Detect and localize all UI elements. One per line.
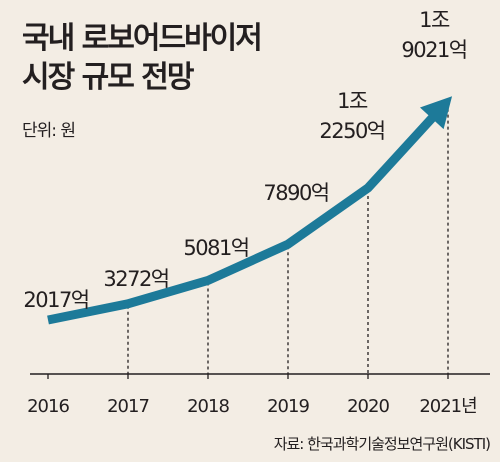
data-label: 7890억 [263, 181, 328, 205]
x-tick-label: 2020 [347, 396, 389, 417]
source-label: 자료: 한국과학기술정보연구원(KISTI) [273, 435, 491, 453]
x-tick-label: 2019 [267, 396, 309, 417]
data-label: 2250억 [319, 119, 384, 143]
data-label: 9021억 [401, 38, 466, 62]
unit-label: 단위: 원 [22, 121, 76, 141]
chart-title-line-2: 시장 규모 전망 [22, 60, 194, 95]
x-tick-label: 2021년 [419, 396, 476, 417]
data-label: 2017억 [23, 288, 88, 312]
x-tick-label: 2018 [187, 396, 229, 417]
data-label: 1조 [337, 89, 368, 113]
data-label: 3272억 [103, 267, 168, 291]
line-end-arrow [419, 96, 453, 130]
series-line [47, 109, 441, 325]
x-tick-label: 2016 [27, 396, 69, 417]
data-label: 5081억 [183, 236, 248, 260]
chart-title-line-1: 국내 로보어드바이저 [22, 21, 263, 56]
x-tick-label: 2017 [107, 396, 149, 417]
data-label: 1조 [419, 8, 450, 32]
